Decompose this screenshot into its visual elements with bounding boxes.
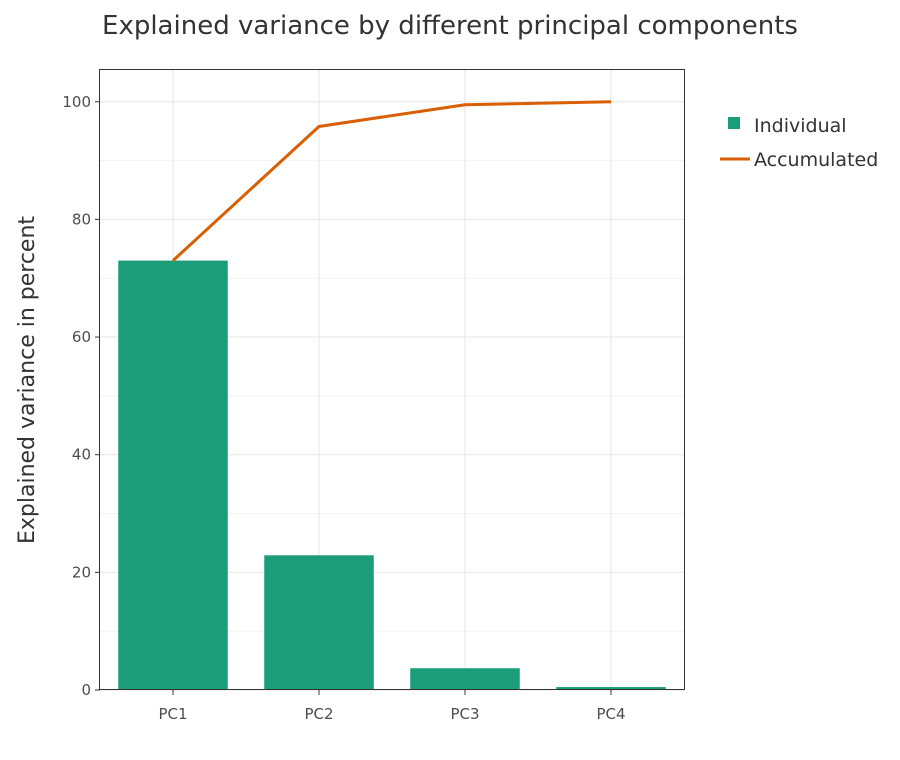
line-series bbox=[171, 100, 612, 262]
y-tick-label: 80 bbox=[72, 210, 91, 228]
y-axis-title: Explained variance in percent bbox=[15, 216, 40, 544]
legend-label-accumulated: Accumulated bbox=[754, 149, 878, 171]
legend: Individual Accumulated bbox=[720, 115, 878, 171]
x-tick-label-pc1: PC1 bbox=[158, 705, 187, 723]
bar-pc2 bbox=[264, 555, 374, 690]
y-axis: 0 20 40 60 80 100 bbox=[62, 93, 100, 699]
accumulated-line bbox=[171, 100, 612, 262]
y-tick-label: 40 bbox=[72, 446, 91, 464]
y-tick-label: 0 bbox=[81, 681, 91, 699]
plot-frame bbox=[99, 69, 685, 690]
legend-key-individual bbox=[728, 117, 740, 129]
bar-pc3 bbox=[410, 668, 520, 690]
x-tick-label-pc3: PC3 bbox=[450, 705, 479, 723]
x-tick-label-pc2: PC2 bbox=[304, 705, 333, 723]
y-tick-label: 100 bbox=[62, 93, 91, 111]
legend-label-individual: Individual bbox=[754, 115, 847, 137]
y-tick-label: 20 bbox=[72, 563, 91, 581]
x-tick-label-pc4: PC4 bbox=[596, 705, 625, 723]
y-tick-label: 60 bbox=[72, 328, 91, 346]
bar-series bbox=[118, 260, 666, 690]
x-axis: PC1 PC2 PC3 PC4 bbox=[158, 690, 626, 723]
bar-pc1 bbox=[118, 260, 228, 690]
bar-pc4 bbox=[556, 687, 666, 690]
chart-title: Explained variance by different principa… bbox=[102, 11, 798, 41]
